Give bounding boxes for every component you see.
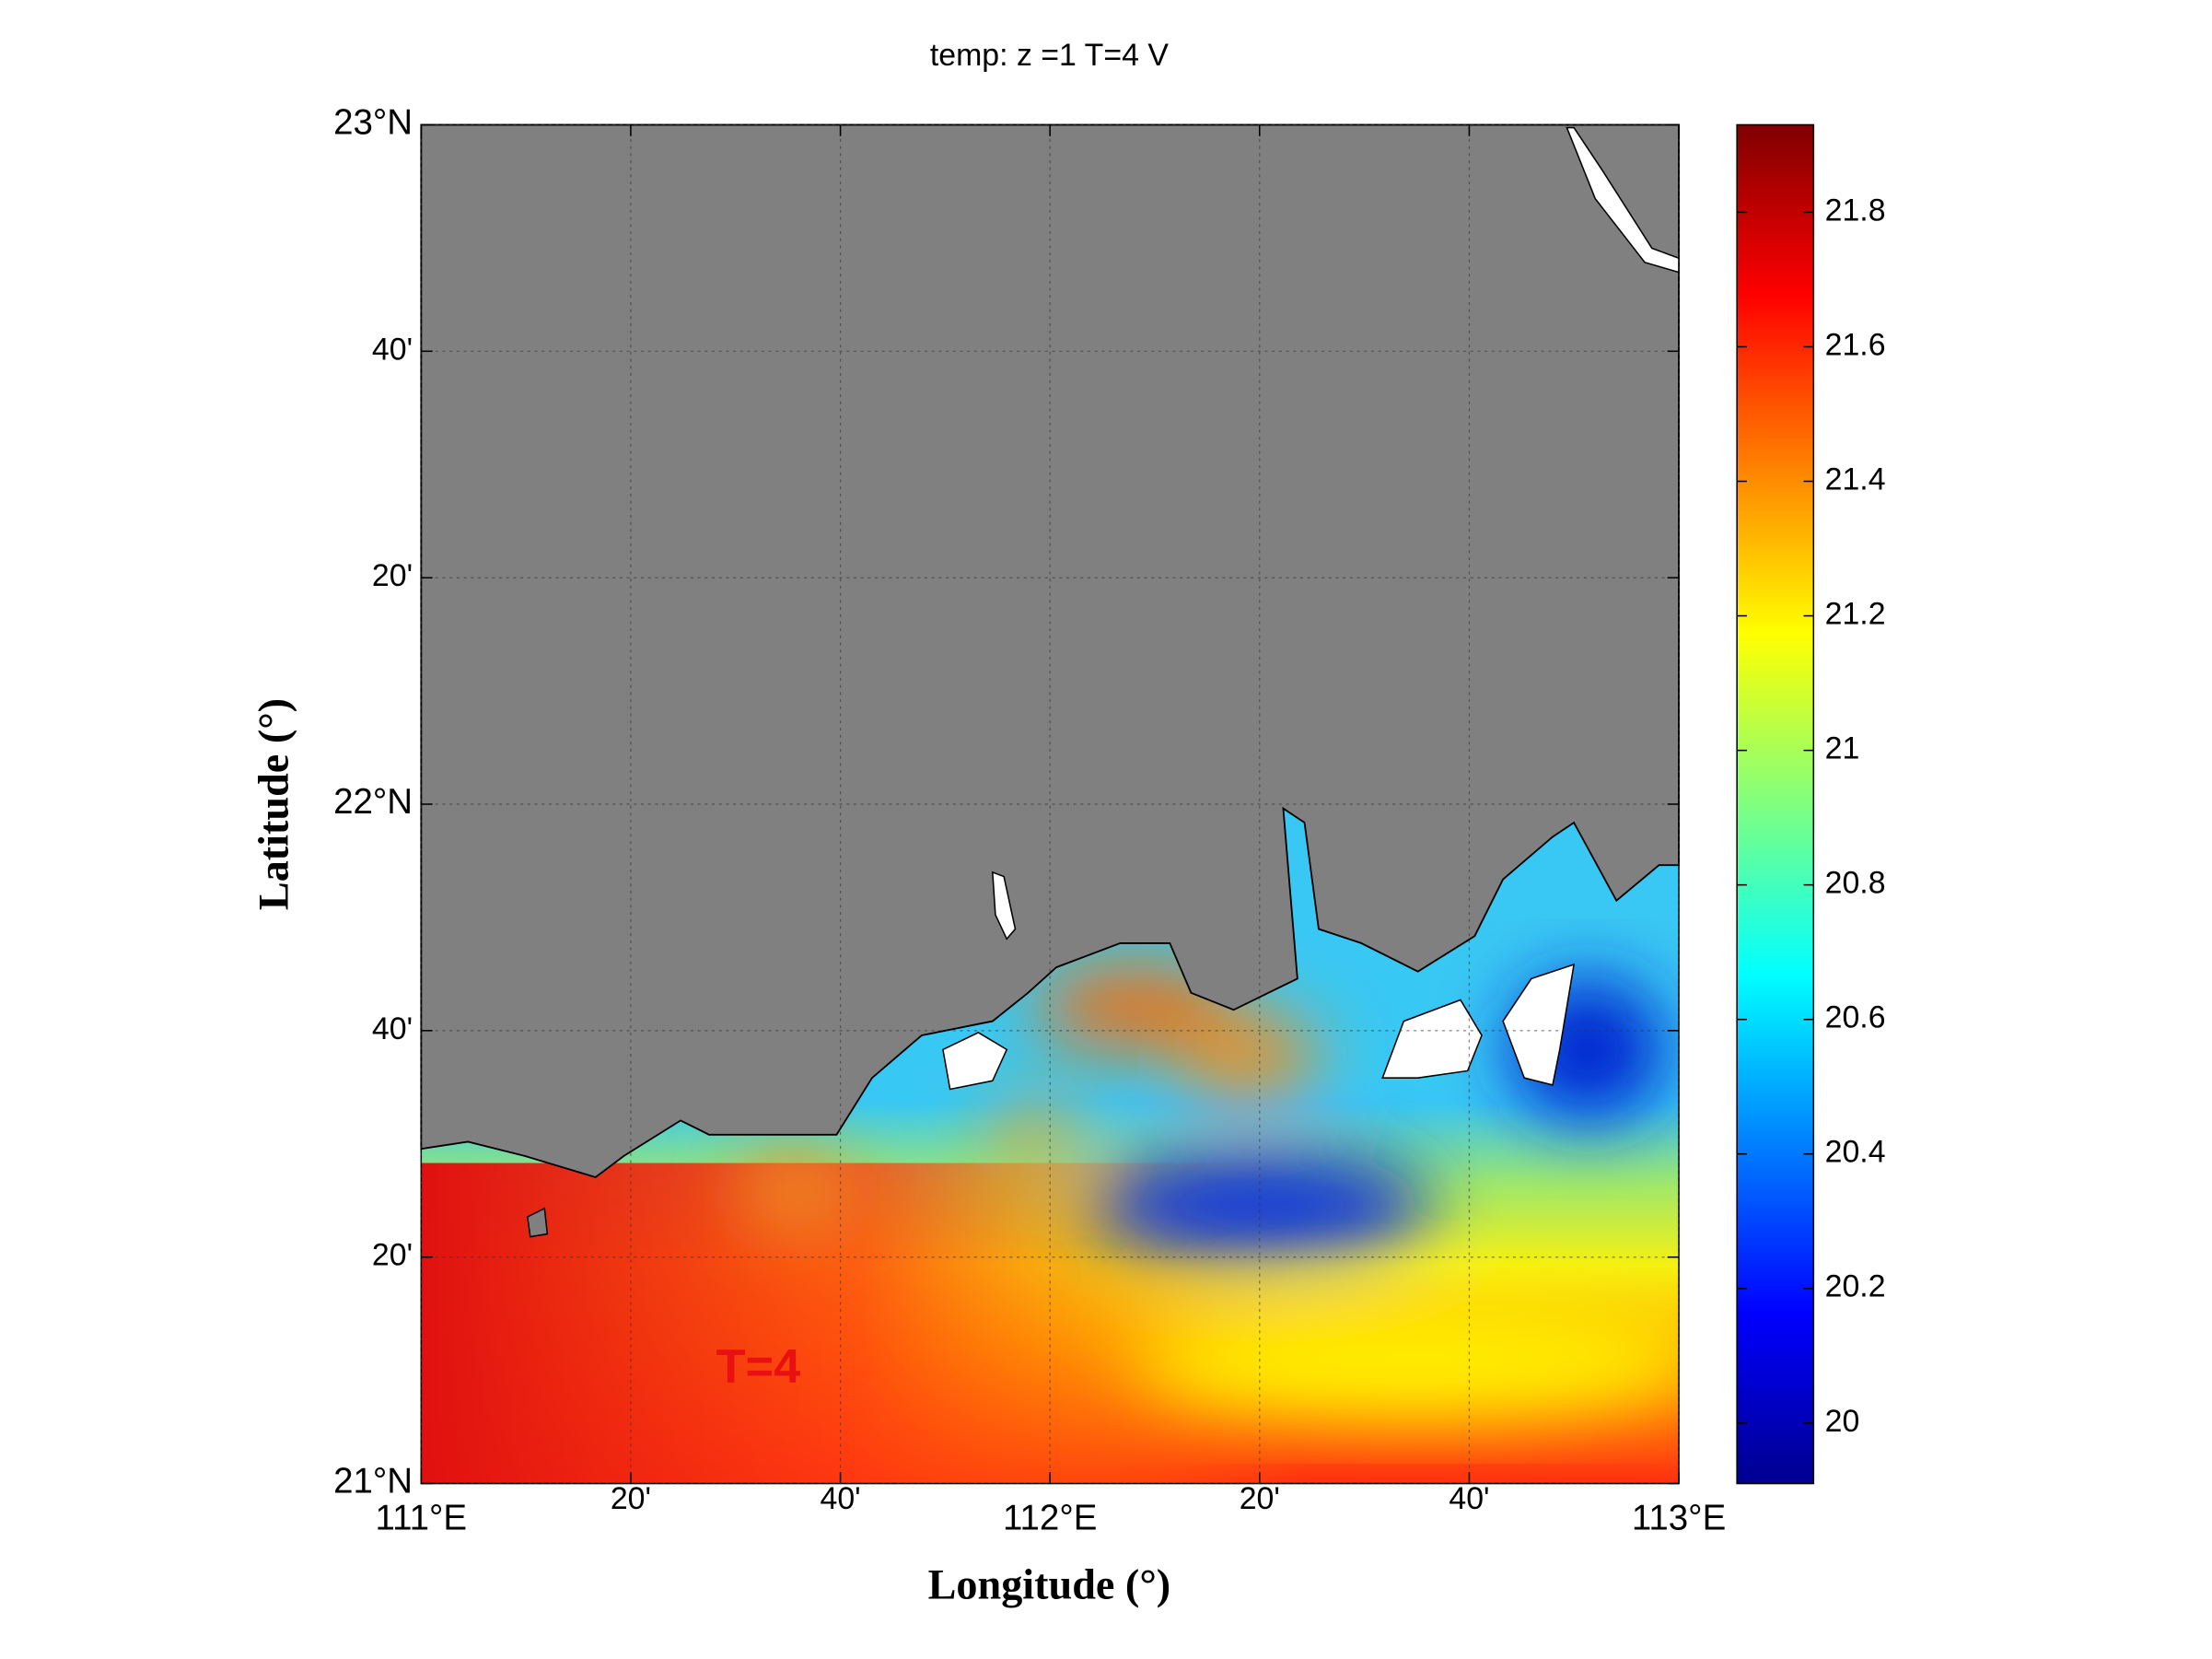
colorbar-tick-label: 21.2 xyxy=(1825,597,1886,632)
x-tick-label: 40' xyxy=(821,1481,861,1516)
y-tick-label: 22°N xyxy=(333,782,413,822)
x-axis-label: Longitude (°) xyxy=(928,1560,1171,1607)
colorbar-tick-label: 20.6 xyxy=(1825,1000,1886,1035)
y-tick-label: 40' xyxy=(372,332,413,367)
x-tick-label: 111°E xyxy=(376,1499,468,1538)
y-tick-label: 21°N xyxy=(333,1462,413,1501)
colorbar-tick-label: 21.6 xyxy=(1825,327,1886,362)
y-tick-label: 23°N xyxy=(333,103,413,143)
x-tick-label: 40' xyxy=(1449,1481,1489,1516)
colorbar-tick-label: 20.2 xyxy=(1825,1269,1886,1304)
colorbar-tick-label: 20.4 xyxy=(1825,1135,1886,1170)
x-tick-label: 113°E xyxy=(1632,1499,1726,1538)
islands xyxy=(526,126,1680,1238)
y-tick-label: 20' xyxy=(372,558,413,593)
y-axis-label: Latitude (°) xyxy=(250,698,297,910)
x-tick-label: 112°E xyxy=(1003,1499,1097,1538)
x-tick-label: 20' xyxy=(1240,1481,1280,1516)
y-tick-label: 40' xyxy=(372,1011,413,1046)
colorbar-tick-label: 21.8 xyxy=(1825,193,1886,228)
colorbar-tick-label: 21 xyxy=(1825,731,1860,766)
colorbar-tick-label: 21.4 xyxy=(1825,461,1886,497)
y-tick-label: 20' xyxy=(372,1238,413,1273)
annotation: T=4 xyxy=(716,1340,801,1394)
colorbar-tick-label: 20.8 xyxy=(1825,866,1886,901)
x-tick-label: 20' xyxy=(611,1481,651,1516)
title: temp: z =1 T=4 V xyxy=(930,38,1170,73)
colorbar xyxy=(1736,123,1815,1485)
colorbar-tick-label: 20 xyxy=(1825,1404,1860,1439)
